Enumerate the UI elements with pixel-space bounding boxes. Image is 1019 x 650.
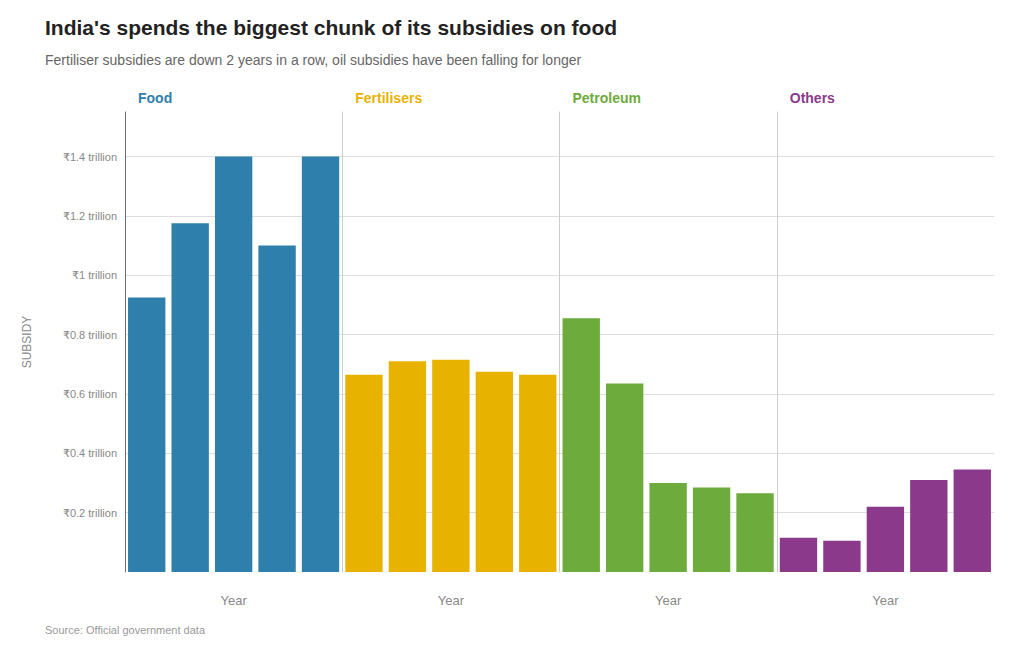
svg-text:Fertilisers: Fertilisers (355, 90, 422, 106)
svg-text:Petroleum: Petroleum (573, 90, 641, 106)
svg-text:₹1 trillion: ₹1 trillion (72, 269, 117, 281)
svg-text:₹0.8 trillion: ₹0.8 trillion (63, 329, 117, 341)
svg-text:₹1.2 trillion: ₹1.2 trillion (63, 210, 117, 222)
svg-text:Food: Food (138, 90, 172, 106)
svg-text:Year: Year (438, 593, 465, 608)
svg-text:Fertiliser subsidies are down: Fertiliser subsidies are down 2 years in… (45, 52, 582, 68)
svg-text:India's spends the biggest chu: India's spends the biggest chunk of its … (45, 16, 617, 39)
svg-text:SUBSIDY: SUBSIDY (20, 316, 34, 369)
svg-text:₹0.6 trillion: ₹0.6 trillion (63, 388, 117, 400)
svg-text:Year: Year (220, 593, 247, 608)
svg-text:₹0.4 trillion: ₹0.4 trillion (63, 447, 117, 459)
svg-text:Year: Year (655, 593, 682, 608)
svg-text:Source: Official government da: Source: Official government data (45, 624, 206, 636)
svg-text:Others: Others (790, 90, 835, 106)
svg-text:Year: Year (872, 593, 899, 608)
svg-text:₹0.2 trillion: ₹0.2 trillion (63, 507, 117, 519)
svg-text:₹1.4 trillion: ₹1.4 trillion (63, 151, 117, 163)
